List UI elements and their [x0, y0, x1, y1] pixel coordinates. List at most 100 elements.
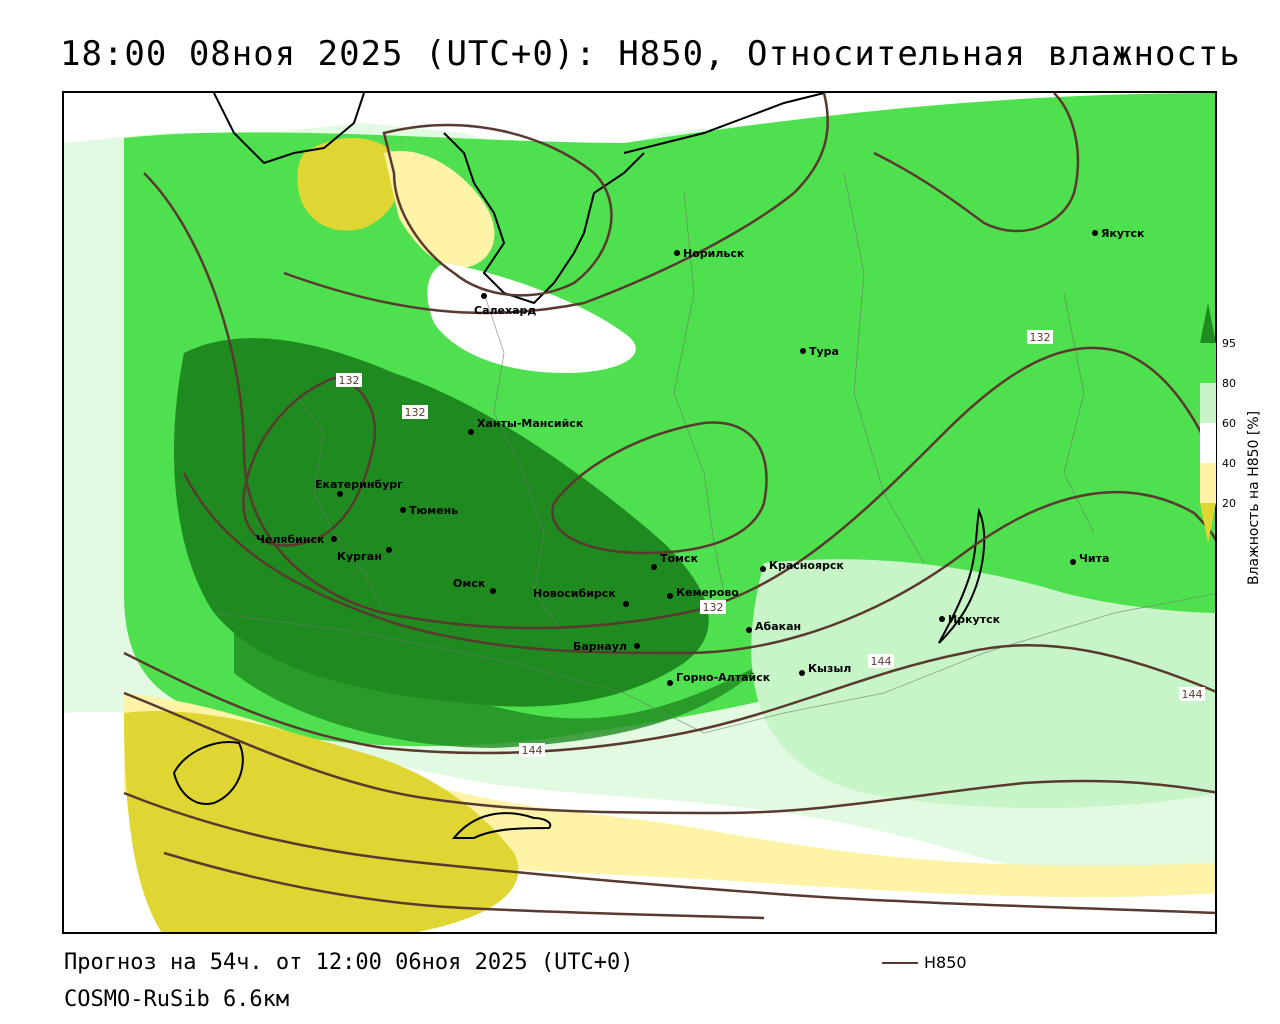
contour-west-ring: [242, 376, 377, 547]
contour-north-loop: [382, 123, 613, 297]
city-marker: Горно-Алтайск: [667, 671, 771, 686]
svg-text:Красноярск: Красноярск: [769, 559, 844, 572]
svg-text:132: 132: [1030, 331, 1051, 344]
boundary-yakutia: [1063, 292, 1095, 534]
svg-text:Барнаул: Барнаул: [573, 640, 627, 653]
contour-center-cell: [551, 421, 768, 555]
coastline-yamal: [443, 132, 645, 305]
contour-label: 144: [1179, 687, 1205, 701]
city-marker: Тура: [800, 345, 839, 358]
svg-text:132: 132: [703, 601, 724, 614]
svg-text:Новосибирск: Новосибирск: [533, 587, 616, 600]
humidity-color-bar: [1200, 303, 1216, 543]
legend-swatch-60-80: [1200, 383, 1216, 423]
svg-text:Иркутск: Иркутск: [948, 613, 1001, 626]
svg-text:Абакан: Абакан: [755, 620, 801, 633]
contour-legend-label: H850: [924, 953, 967, 972]
city-marker: Иркутск: [939, 613, 1001, 626]
legend-swatch-40-60: [1200, 423, 1216, 463]
city-marker: Омск: [453, 577, 496, 594]
humidity-zone-ge95-south: [234, 613, 764, 748]
lake-balkhash-outline: [451, 812, 552, 839]
city-marker: Абакан: [746, 620, 801, 633]
city-marker: Новосибирск: [533, 587, 629, 607]
city-marker: Томск: [651, 552, 699, 570]
boundary-urals: [293, 392, 385, 614]
svg-text:Тюмень: Тюмень: [409, 504, 458, 517]
admin-boundaries: [213, 172, 1215, 734]
humidity-zone-lt20-south: [124, 711, 519, 932]
svg-text:Томск: Томск: [660, 552, 699, 565]
legend-caption: Влажность на H850 [%]: [1246, 410, 1262, 585]
svg-text:Кызыл: Кызыл: [808, 662, 851, 675]
svg-text:Чита: Чита: [1079, 552, 1109, 565]
city-marker: Норильск: [674, 247, 745, 260]
contour-legend: H850: [882, 953, 967, 972]
city-layer: Якутск Норильск Салехард Тура Ханты-Манс…: [256, 227, 1145, 686]
boundary-south-border: [213, 593, 1215, 734]
forecast-info: Прогноз на 54ч. от 12:00 06ноя 2025 (UTC…: [64, 950, 634, 975]
city-marker: Ханты-Мансийск: [468, 417, 584, 435]
svg-text:132: 132: [405, 406, 426, 419]
city-marker: Кызыл: [799, 662, 851, 676]
contour-label: 144: [868, 654, 894, 668]
svg-text:144: 144: [871, 655, 892, 668]
city-marker: Челябинск: [256, 533, 337, 546]
map-frame: 132 132 132 132 144 144: [62, 91, 1217, 934]
city-marker: Якутск: [1092, 227, 1145, 240]
boundary-krasnoyarsk-east: [843, 172, 925, 564]
map-title: 18:00 08ноя 2025 (UTC+0): H850, Относите…: [60, 34, 1241, 74]
legend-swatch-20-40: [1200, 463, 1216, 503]
svg-text:144: 144: [1182, 688, 1203, 701]
contour-label: 144: [519, 743, 545, 757]
contour-144-south: [123, 691, 1215, 815]
contour-label-layer: 132 132 132 132 144 144: [336, 330, 1205, 757]
boundary-krasnoyarsk-west: [673, 192, 725, 594]
city-marker: Екатеринбург: [315, 478, 403, 497]
boundary-west-siberia: [483, 292, 565, 634]
svg-text:Салехард: Салехард: [474, 304, 536, 317]
humidity-map: 132 132 132 132 144 144: [64, 93, 1215, 932]
legend-swatch-ge95: [1200, 303, 1216, 343]
contour-label: 132: [336, 373, 362, 387]
humidity-fill-layer: [64, 93, 1215, 932]
coastline-layer: [172, 93, 986, 839]
svg-text:Тура: Тура: [809, 345, 839, 358]
legend-tick-80: 80: [1222, 377, 1236, 390]
contour-144-main: [123, 643, 1215, 755]
contour-east-arch: [873, 93, 1080, 233]
contour-label: 132: [402, 405, 428, 419]
humidity-zone-white-center: [427, 263, 636, 373]
svg-text:144: 144: [522, 744, 543, 757]
legend-tick-20: 20: [1222, 497, 1236, 510]
svg-text:Якутск: Якутск: [1101, 227, 1145, 240]
city-marker: Барнаул: [573, 640, 640, 653]
city-marker: Чита: [1070, 552, 1109, 565]
contour-north-wide: [283, 93, 829, 315]
contour-label: 132: [1027, 330, 1053, 344]
coastline-kola: [213, 93, 365, 165]
coastline-taymyr: [623, 93, 825, 154]
contour-middle: [182, 472, 1215, 655]
contour-label: 132: [700, 600, 726, 614]
contour-south-1: [123, 791, 1215, 915]
svg-text:Курган: Курган: [337, 550, 382, 563]
contour-south-2: [163, 851, 765, 920]
legend-tick-95: 95: [1222, 337, 1236, 350]
city-marker: Красноярск: [760, 559, 844, 572]
city-marker: Тюмень: [400, 504, 458, 517]
legend-tick-40: 40: [1222, 457, 1236, 470]
lake-aral-outline: [172, 741, 244, 805]
svg-text:Омск: Омск: [453, 577, 486, 590]
lake-baikal-outline: [938, 507, 986, 644]
svg-text:Екатеринбург: Екатеринбург: [315, 478, 403, 491]
svg-text:Ханты-Мансийск: Ханты-Мансийск: [477, 417, 584, 430]
svg-text:132: 132: [339, 374, 360, 387]
legend-tick-60: 60: [1222, 417, 1236, 430]
contour-132-main: [143, 172, 1215, 630]
city-marker: Салехард: [474, 293, 536, 317]
svg-text:Кемерово: Кемерово: [676, 586, 739, 599]
svg-text:Норильск: Норильск: [683, 247, 745, 260]
city-marker: Кемерово: [667, 586, 739, 599]
city-marker: Курган: [337, 547, 392, 563]
